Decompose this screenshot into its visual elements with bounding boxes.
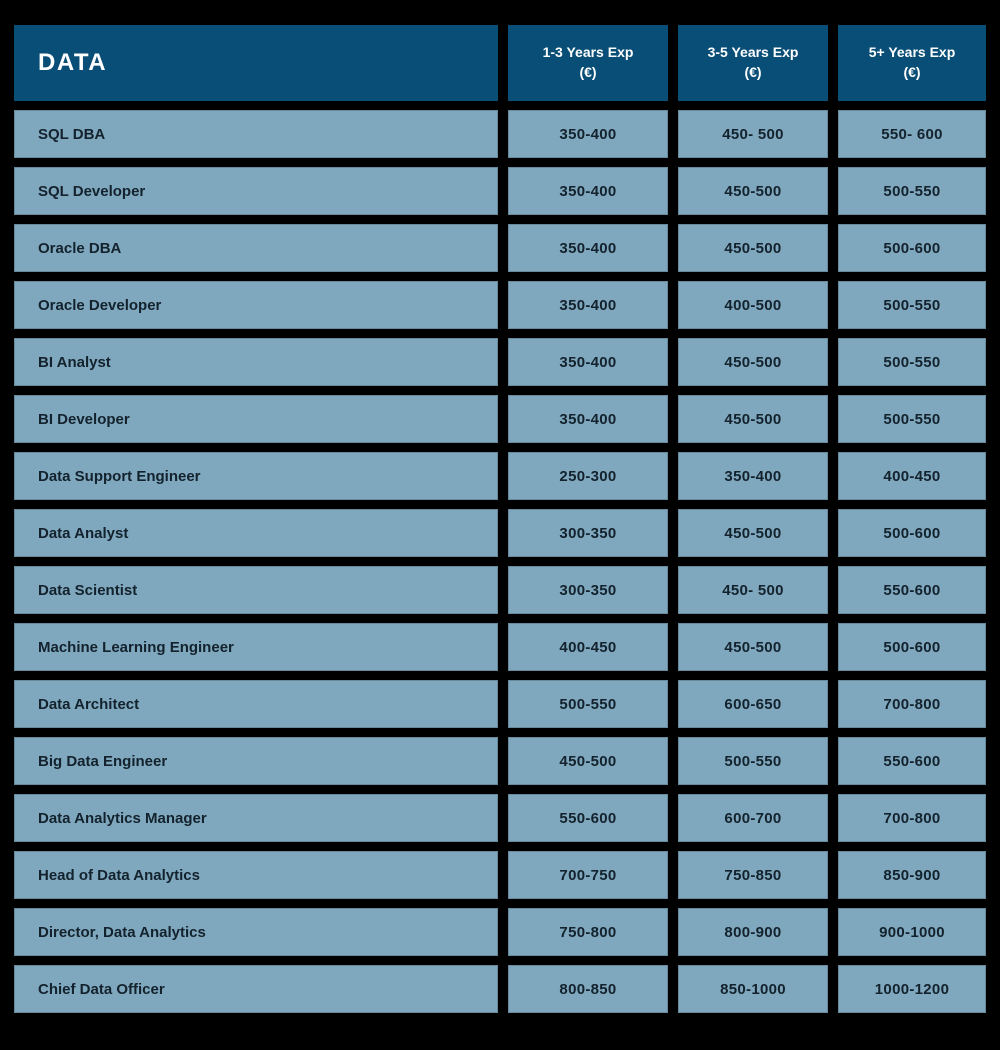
column-header-unit: (€): [903, 64, 921, 80]
value-cell-1-3-years: 400-450: [508, 623, 668, 671]
role-cell: SQL DBA: [14, 110, 498, 158]
value-cell-1-3-years: 350-400: [508, 338, 668, 386]
value-cell-3-5-years: 350-400: [678, 452, 828, 500]
value-cell-1-3-years: 450-500: [508, 737, 668, 785]
value-cell-1-3-years: 350-400: [508, 224, 668, 272]
value-cell-3-5-years: 450-500: [678, 395, 828, 443]
value-cell-1-3-years: 350-400: [508, 167, 668, 215]
column-header-unit: (€): [579, 64, 597, 80]
value-cell-5-plus-years: 500-550: [838, 395, 986, 443]
column-header-label: 1-3 Years Exp: [542, 44, 634, 61]
value-cell-5-plus-years: 500-550: [838, 281, 986, 329]
value-cell-3-5-years: 750-850: [678, 851, 828, 899]
value-cell-3-5-years: 400-500: [678, 281, 828, 329]
salary-table: DATA 1-3 Years Exp (€) 3-5 Years Exp (€)…: [14, 25, 986, 1013]
role-cell: Data Analyst: [14, 509, 498, 557]
value-cell-3-5-years: 450- 500: [678, 566, 828, 614]
value-cell-3-5-years: 600-650: [678, 680, 828, 728]
role-cell: Oracle Developer: [14, 281, 498, 329]
value-cell-1-3-years: 750-800: [508, 908, 668, 956]
value-cell-5-plus-years: 550- 600: [838, 110, 986, 158]
value-cell-1-3-years: 250-300: [508, 452, 668, 500]
value-cell-5-plus-years: 850-900: [838, 851, 986, 899]
column-header-label: 3-5 Years Exp: [707, 44, 799, 61]
value-cell-5-plus-years: 900-1000: [838, 908, 986, 956]
value-cell-1-3-years: 350-400: [508, 395, 668, 443]
role-cell: BI Analyst: [14, 338, 498, 386]
value-cell-3-5-years: 600-700: [678, 794, 828, 842]
column-header-unit: (€): [744, 64, 762, 80]
column-header-5-plus-years: 5+ Years Exp (€): [838, 25, 986, 101]
value-cell-5-plus-years: 550-600: [838, 566, 986, 614]
column-header-3-5-years: 3-5 Years Exp (€): [678, 25, 828, 101]
value-cell-5-plus-years: 400-450: [838, 452, 986, 500]
role-cell: Director, Data Analytics: [14, 908, 498, 956]
value-cell-3-5-years: 500-550: [678, 737, 828, 785]
column-header-label: 5+ Years Exp: [868, 44, 956, 61]
role-cell: Chief Data Officer: [14, 965, 498, 1013]
role-cell: Data Analytics Manager: [14, 794, 498, 842]
role-cell: Data Architect: [14, 680, 498, 728]
role-cell: Machine Learning Engineer: [14, 623, 498, 671]
role-cell: Data Scientist: [14, 566, 498, 614]
role-cell: Big Data Engineer: [14, 737, 498, 785]
role-cell: SQL Developer: [14, 167, 498, 215]
role-cell: BI Developer: [14, 395, 498, 443]
value-cell-5-plus-years: 550-600: [838, 737, 986, 785]
value-cell-1-3-years: 500-550: [508, 680, 668, 728]
value-cell-1-3-years: 700-750: [508, 851, 668, 899]
value-cell-1-3-years: 300-350: [508, 509, 668, 557]
value-cell-3-5-years: 450-500: [678, 167, 828, 215]
value-cell-5-plus-years: 500-600: [838, 509, 986, 557]
value-cell-3-5-years: 450-500: [678, 338, 828, 386]
role-cell: Data Support Engineer: [14, 452, 498, 500]
value-cell-5-plus-years: 500-600: [838, 623, 986, 671]
value-cell-3-5-years: 450-500: [678, 509, 828, 557]
role-cell: Head of Data Analytics: [14, 851, 498, 899]
column-header-1-3-years: 1-3 Years Exp (€): [508, 25, 668, 101]
value-cell-3-5-years: 450- 500: [678, 110, 828, 158]
value-cell-1-3-years: 800-850: [508, 965, 668, 1013]
value-cell-1-3-years: 350-400: [508, 281, 668, 329]
value-cell-5-plus-years: 500-550: [838, 167, 986, 215]
table-title: DATA: [14, 25, 498, 101]
value-cell-1-3-years: 300-350: [508, 566, 668, 614]
value-cell-3-5-years: 450-500: [678, 623, 828, 671]
value-cell-5-plus-years: 500-600: [838, 224, 986, 272]
role-cell: Oracle DBA: [14, 224, 498, 272]
value-cell-3-5-years: 450-500: [678, 224, 828, 272]
value-cell-5-plus-years: 1000-1200: [838, 965, 986, 1013]
value-cell-3-5-years: 850-1000: [678, 965, 828, 1013]
value-cell-5-plus-years: 500-550: [838, 338, 986, 386]
value-cell-1-3-years: 350-400: [508, 110, 668, 158]
value-cell-3-5-years: 800-900: [678, 908, 828, 956]
value-cell-1-3-years: 550-600: [508, 794, 668, 842]
value-cell-5-plus-years: 700-800: [838, 794, 986, 842]
value-cell-5-plus-years: 700-800: [838, 680, 986, 728]
